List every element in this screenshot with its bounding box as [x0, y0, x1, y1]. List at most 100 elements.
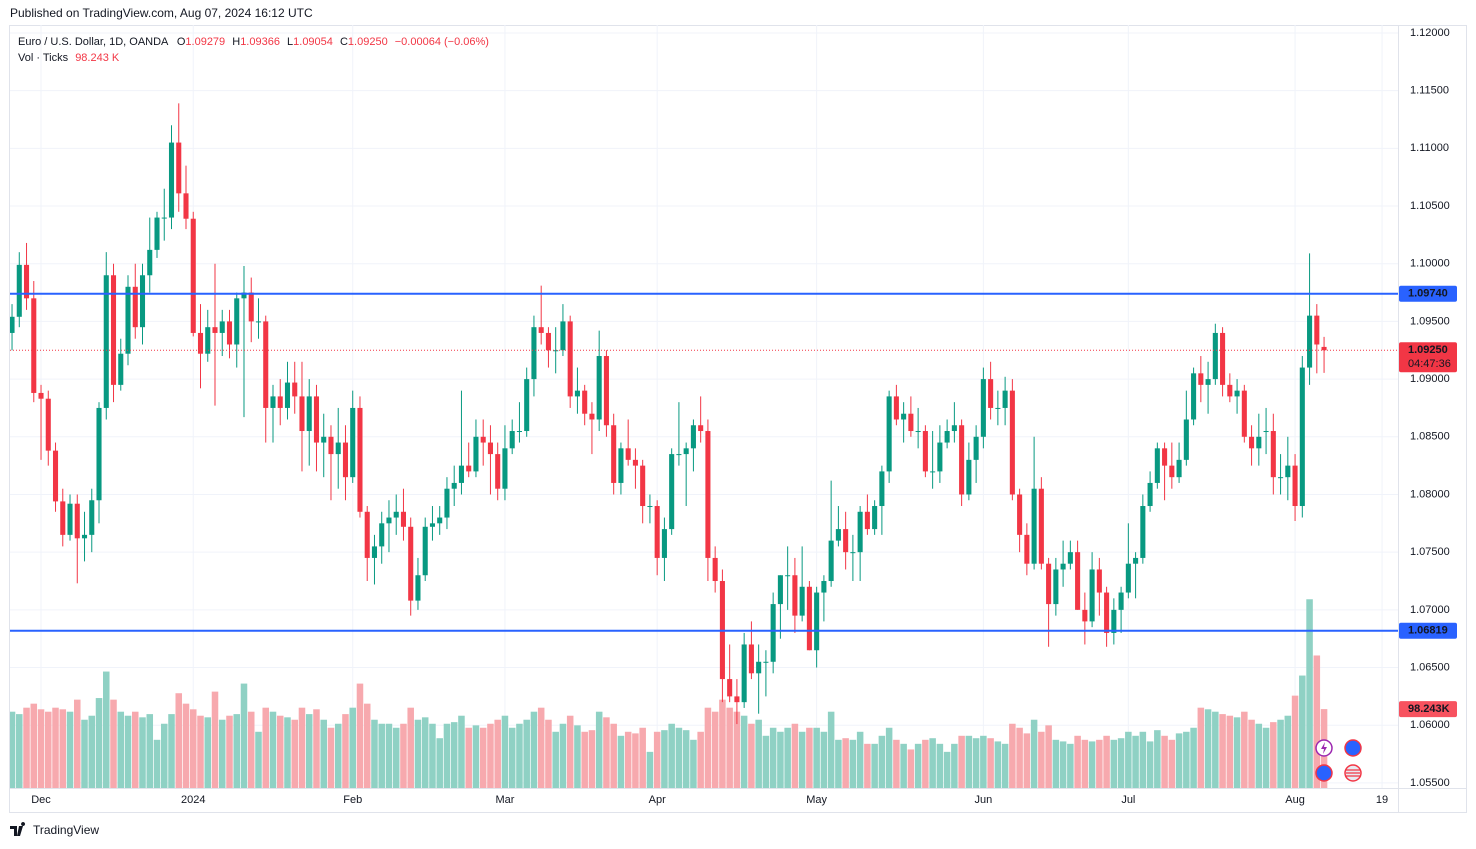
- candle-body: [234, 298, 240, 345]
- volume-bar: [1074, 735, 1081, 788]
- candle-body: [690, 425, 696, 449]
- volume-bar: [610, 723, 617, 788]
- volume-bar: [603, 717, 610, 788]
- volume-bar: [1154, 730, 1161, 788]
- volume-bar: [1190, 727, 1197, 788]
- volume-bar: [943, 751, 951, 788]
- volume-bar: [1175, 733, 1183, 788]
- candle-body: [661, 529, 667, 558]
- volume-bar: [95, 698, 103, 788]
- candle-body: [915, 431, 921, 433]
- x-tick-label: Jul: [1121, 794, 1135, 806]
- volume-bar: [327, 727, 335, 788]
- volume-bar: [1081, 739, 1089, 788]
- candle-body: [487, 442, 493, 455]
- candle-body: [190, 218, 196, 333]
- x-tick-label: Dec: [31, 794, 51, 806]
- volume-bar: [334, 723, 342, 788]
- candle-body: [937, 442, 943, 472]
- volume-bar: [733, 711, 741, 788]
- candle-body: [814, 592, 820, 651]
- candle-body: [966, 459, 972, 495]
- volume-bar: [1146, 741, 1154, 788]
- volume-bar: [617, 735, 625, 788]
- candle-body: [1285, 465, 1291, 478]
- candle-body: [393, 511, 399, 518]
- candle-body: [712, 557, 718, 582]
- candle-body: [1183, 419, 1189, 460]
- candle-body: [161, 217, 167, 219]
- candle-body: [1140, 506, 1146, 558]
- candle-body: [901, 413, 907, 420]
- candle-body: [922, 431, 928, 472]
- y-tick-label: 1.05500: [1410, 777, 1450, 789]
- volume-bar: [646, 751, 654, 788]
- volume-bar: [276, 715, 284, 788]
- volume-bar: [936, 743, 944, 788]
- volume-bar: [356, 683, 364, 788]
- candle-body: [1278, 477, 1284, 479]
- candle-body: [219, 321, 225, 333]
- volume-bar: [624, 731, 632, 788]
- volume-bar: [117, 711, 125, 788]
- candle-body: [1321, 346, 1327, 351]
- candle-body: [248, 292, 254, 322]
- candle-body: [806, 586, 812, 651]
- x-tick-label: Jun: [974, 794, 992, 806]
- candle-body: [1234, 390, 1240, 397]
- candle-body: [1227, 384, 1233, 397]
- event-icons: [1315, 739, 1362, 782]
- y-tick-label: 1.10500: [1410, 200, 1450, 212]
- y-tick-label: 1.07500: [1410, 546, 1450, 558]
- candle-body: [10, 316, 15, 333]
- legend-change: −0.00064 (−0.06%): [395, 36, 489, 48]
- volume-bar: [1009, 723, 1016, 788]
- candle-body: [125, 286, 131, 354]
- candle-body: [400, 511, 407, 527]
- legend-row: Euro / U.S. Dollar, 1D, OANDA O1.09279 H…: [18, 36, 489, 48]
- volume-bar: [653, 731, 661, 788]
- candle-body: [777, 575, 783, 605]
- candle-body: [872, 506, 878, 530]
- candle-body: [473, 436, 479, 472]
- candle-body: [973, 436, 979, 460]
- volume-bar: [537, 707, 545, 788]
- candle-body: [313, 396, 320, 443]
- y-tick-label: 1.09000: [1410, 373, 1450, 385]
- volume-bar: [1277, 719, 1284, 788]
- candle-body: [197, 332, 204, 354]
- logo-mark: [10, 822, 26, 836]
- candle-body: [480, 436, 486, 443]
- event-icon[interactable]: [1344, 739, 1362, 757]
- y-tick-label: 1.10000: [1410, 258, 1450, 270]
- candle-body: [1176, 459, 1182, 478]
- volume-bar: [1291, 695, 1299, 788]
- volume-bar: [748, 723, 755, 788]
- candle-body: [422, 526, 428, 576]
- x-tick-label: Apr: [649, 794, 666, 806]
- volume-title: Vol · Ticks: [18, 52, 69, 64]
- candle-body: [1046, 563, 1052, 605]
- candle-body: [727, 679, 733, 697]
- volume-bar: [1248, 719, 1255, 788]
- candle-body: [205, 327, 211, 354]
- volume-bar: [595, 711, 603, 788]
- candle-body: [386, 517, 392, 524]
- candle-body: [748, 644, 754, 674]
- candle-body: [1169, 465, 1175, 478]
- candle-body: [857, 511, 863, 553]
- volume-bar: [661, 730, 668, 788]
- candle-body: [444, 488, 450, 518]
- candle-body: [437, 517, 443, 524]
- candle-body: [879, 471, 885, 507]
- candle-body: [1147, 482, 1153, 507]
- candle-body: [176, 142, 182, 194]
- event-icon[interactable]: [1315, 764, 1333, 782]
- candle-body: [81, 534, 88, 539]
- volume-bar: [994, 741, 1002, 788]
- volume-bar: [494, 719, 501, 788]
- volume-bar: [914, 743, 922, 788]
- volume-bar: [545, 719, 552, 788]
